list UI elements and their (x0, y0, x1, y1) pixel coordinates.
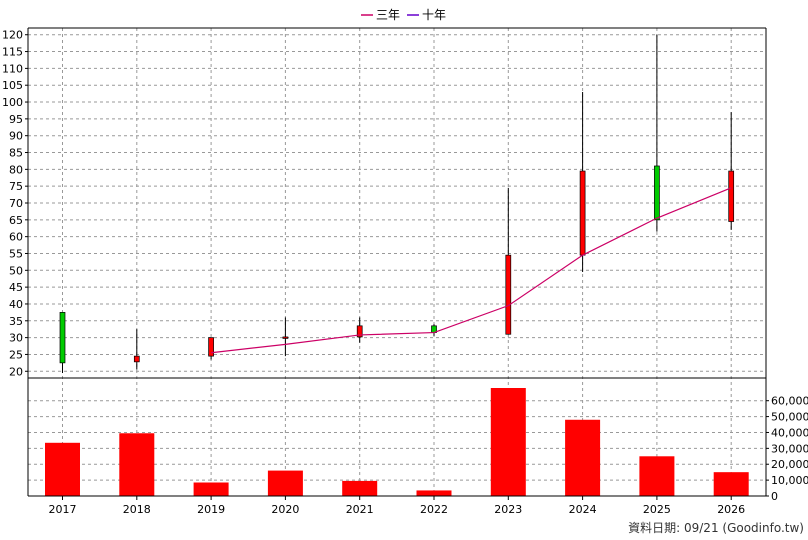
volume-bar-2023 (490, 388, 526, 496)
volume-tick-label: 10,000 (771, 474, 808, 487)
data-date-footer: 資料日期: 09/21 (Goodinfo.tw) (628, 521, 804, 535)
candle-body-2019 (208, 337, 214, 357)
price-tick-label: 100 (2, 96, 23, 109)
price-tick-label: 110 (2, 62, 23, 75)
chart-axes (27, 27, 767, 497)
price-tick-label: 95 (9, 113, 23, 126)
price-tick-label: 65 (9, 214, 23, 227)
volume-bar-2025 (639, 456, 675, 496)
candle-body-2026 (728, 170, 735, 222)
candle-body-2021 (356, 325, 363, 338)
price-tick-label: 30 (9, 332, 23, 345)
candle-body-2020 (282, 336, 289, 339)
volume-tick-label: 40,000 (771, 426, 808, 439)
volume-bar-2017 (45, 442, 80, 496)
price-grid (28, 28, 766, 496)
volume-bar-2021 (342, 480, 378, 496)
legend: 三年 十年 (361, 8, 446, 22)
price-tick-label: 60 (9, 231, 23, 244)
legend-label-three-year: 三年 (376, 8, 400, 22)
price-axis-ticks: 20 25 30 35 40 45 50 55 60 65 70 75 80 85 90 95 100 105 11… (2, 29, 28, 378)
price-tick-label: 35 (9, 315, 23, 328)
candle-body-2017 (59, 312, 66, 364)
year-tick-label: 2017 (49, 503, 77, 516)
candle-body-2025 (654, 165, 660, 221)
price-tick-label: 25 (9, 348, 23, 361)
volume-bar-2026 (713, 472, 749, 496)
year-axis-ticks: 2017 2018 2019 2020 2021 2022 2023 2024 2025 2026 (49, 496, 745, 516)
moving-average-lines (211, 187, 732, 354)
volume-bar-2022 (416, 490, 452, 496)
price-tick-label: 50 (9, 264, 23, 277)
price-tick-label: 105 (2, 79, 23, 92)
volume-axis-ticks: 0 10,000 20,000 30,000 40,000 50,000 60,000 (766, 395, 808, 503)
price-tick-label: 90 (9, 130, 23, 143)
price-tick-label: 120 (2, 29, 23, 42)
year-tick-label: 2022 (420, 503, 448, 516)
legend-label-ten-year: 十年 (422, 8, 446, 22)
volume-bar-2019 (193, 482, 229, 496)
price-tick-label: 40 (9, 298, 23, 311)
price-tick-label: 115 (2, 46, 23, 59)
candle-body-2024 (579, 170, 586, 256)
price-tick-label: 80 (9, 163, 23, 176)
year-tick-label: 2025 (643, 503, 671, 516)
candle-body-2018 (133, 355, 140, 363)
price-tick-label: 20 (9, 365, 23, 378)
plot-background (28, 28, 766, 496)
volume-tick-label: 60,000 (771, 395, 808, 408)
volume-bar-2024 (565, 419, 601, 496)
price-tick-label: 45 (9, 281, 23, 294)
volume-bars (45, 388, 749, 496)
price-tick-label: 75 (9, 180, 23, 193)
volume-bar-2020 (267, 470, 303, 496)
volume-tick-label: 30,000 (771, 442, 808, 455)
volume-bar-2018 (119, 433, 155, 496)
year-tick-label: 2018 (123, 503, 151, 516)
price-tick-label: 55 (9, 247, 23, 260)
year-tick-label: 2020 (271, 503, 299, 516)
volume-tick-label: 50,000 (771, 411, 808, 424)
price-tick-label: 85 (9, 147, 23, 160)
series-line-three-year (211, 187, 732, 354)
volume-tick-label: 20,000 (771, 458, 808, 471)
year-tick-label: 2024 (569, 503, 597, 516)
year-tick-label: 2021 (346, 503, 374, 516)
volume-tick-label: 0 (771, 490, 778, 503)
year-tick-label: 2026 (717, 503, 745, 516)
year-tick-label: 2019 (197, 503, 225, 516)
candle-body-2023 (505, 254, 512, 335)
price-tick-label: 70 (9, 197, 23, 210)
year-tick-label: 2023 (494, 503, 522, 516)
